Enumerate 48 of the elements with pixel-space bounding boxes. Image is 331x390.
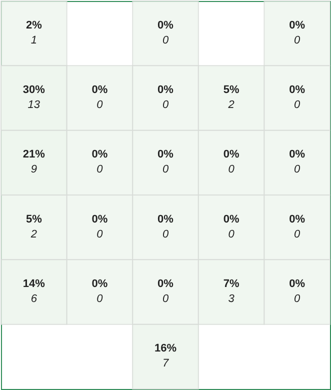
data-label: 0% bbox=[289, 278, 306, 290]
data-label: 0% bbox=[289, 84, 306, 96]
data-label: 0% bbox=[158, 278, 174, 290]
data-label: 0% bbox=[223, 213, 240, 226]
annotation: 0 bbox=[162, 228, 170, 240]
annotation: 0 bbox=[294, 164, 302, 176]
annotation: 0 bbox=[294, 34, 302, 46]
annotation: 3 bbox=[228, 293, 236, 305]
data-label: 16% bbox=[154, 342, 177, 355]
annotation: 0 bbox=[96, 293, 104, 305]
data-label: 0% bbox=[223, 148, 240, 161]
annotation: 0 bbox=[162, 34, 170, 46]
annotation: 6 bbox=[30, 293, 38, 305]
data-label: 0% bbox=[92, 148, 108, 161]
data-label: 0% bbox=[92, 84, 108, 96]
annotation: 2 bbox=[30, 228, 37, 240]
data-label: 0% bbox=[92, 213, 108, 226]
data-label: 0% bbox=[158, 19, 174, 32]
data-label: 0% bbox=[289, 213, 306, 226]
data-label: 30% bbox=[22, 84, 46, 96]
annotation: 0 bbox=[96, 228, 104, 240]
data-label: 5% bbox=[223, 84, 240, 96]
annotation: 13 bbox=[28, 99, 41, 111]
annotation: 1 bbox=[30, 34, 37, 46]
annotation: 0 bbox=[162, 99, 170, 111]
data-label: 21% bbox=[22, 148, 46, 161]
data-label: 0% bbox=[92, 278, 108, 290]
data-label: 7% bbox=[223, 278, 240, 290]
annotation: 0 bbox=[96, 164, 104, 176]
annotation: 0 bbox=[228, 228, 236, 240]
data-label: 14% bbox=[22, 278, 46, 290]
annotation: 2 bbox=[227, 99, 234, 111]
annotation: 0 bbox=[96, 99, 104, 111]
data-label: 0% bbox=[158, 148, 174, 161]
data-label: 0% bbox=[289, 19, 306, 32]
data-label: 0% bbox=[158, 213, 174, 226]
annotation: 0 bbox=[228, 164, 236, 176]
annotation: 0 bbox=[162, 164, 170, 176]
annotation: 0 bbox=[162, 293, 170, 305]
data-label: 5% bbox=[26, 213, 42, 226]
data-label: 2% bbox=[26, 19, 42, 32]
data-label: 0% bbox=[289, 148, 306, 161]
annotation: 9 bbox=[30, 164, 37, 176]
annotation: 0 bbox=[294, 228, 302, 240]
annotation: 7 bbox=[162, 358, 170, 370]
annotation: 0 bbox=[294, 293, 302, 305]
annotation: 0 bbox=[294, 99, 302, 111]
data-label: 0% bbox=[158, 84, 174, 96]
